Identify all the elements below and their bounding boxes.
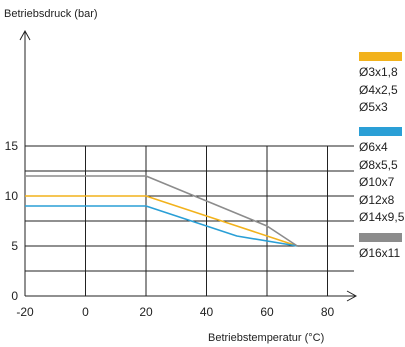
- legend-entry: Ø14x9,5: [359, 210, 405, 224]
- x-tick-label: 80: [321, 305, 335, 319]
- x-tick-label: 40: [200, 305, 214, 319]
- y-axis-label: Betriebsdruck (bar): [4, 8, 98, 20]
- x-axis-arrow: [346, 290, 358, 302]
- y-tick-label: 10: [5, 189, 19, 203]
- legend-entry: Ø12x8: [359, 192, 395, 207]
- grid: [25, 145, 354, 296]
- legend-entry: Ø8x5,5: [359, 157, 398, 172]
- legend-swatch-3: [359, 233, 402, 242]
- series-line-1: [25, 195, 298, 247]
- series-line-3: [25, 175, 298, 247]
- x-tick-label: -20: [16, 305, 34, 319]
- legend-entry: Ø3x1,8: [359, 65, 398, 79]
- x-tick-label: 0: [82, 305, 89, 319]
- legend-swatch-2: [359, 127, 402, 136]
- legend-entry: Ø10x7: [359, 175, 395, 189]
- y-axis-arrow: [19, 29, 31, 41]
- tick-labels: 0 5 10 15 -20 0 20 40 60 80: [5, 139, 335, 319]
- legend-swatch-1: [359, 52, 402, 61]
- x-tick-label: 60: [260, 305, 274, 319]
- legend-entry: Ø16x11: [359, 246, 401, 260]
- series-line-2: [25, 205, 298, 247]
- y-tick-label: 15: [5, 139, 19, 153]
- legend-entry: Ø5x3: [359, 100, 388, 114]
- y-tick-label: 0: [11, 289, 18, 303]
- axes: [19, 29, 358, 302]
- legend-entry: Ø6x4: [359, 140, 388, 154]
- series-lines: [25, 175, 298, 247]
- legend-entry: Ø4x2,5: [359, 82, 398, 97]
- x-tick-label: 20: [139, 305, 153, 319]
- y-tick-label: 5: [11, 239, 18, 253]
- x-axis-label: Betriebstemperatur (°C): [208, 332, 325, 344]
